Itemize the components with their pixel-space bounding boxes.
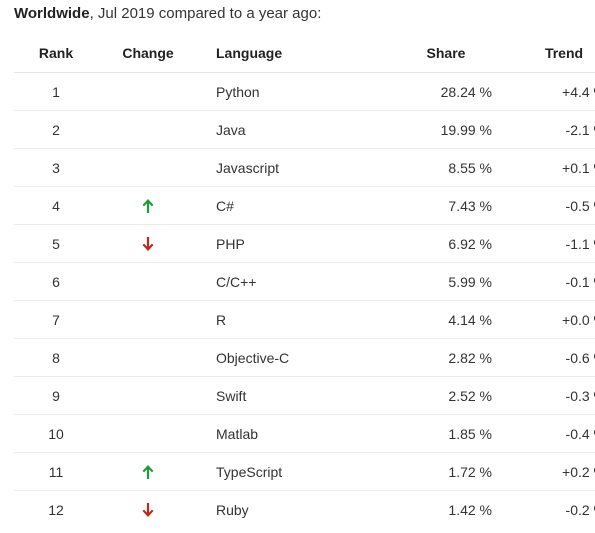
share-cell: 2.52 % xyxy=(356,376,506,415)
language-cell: Objective-C xyxy=(198,338,356,377)
change-cell xyxy=(98,300,198,339)
trend-cell: -2.1 % xyxy=(506,110,595,149)
rank-cell: 7 xyxy=(14,300,98,339)
share-cell: 2.82 % xyxy=(356,338,506,377)
rank-cell: 1 xyxy=(52,83,60,100)
change-cell xyxy=(98,414,198,453)
table-row: 1 Python 28.24 % +4.4 % xyxy=(14,73,595,111)
header-row: Rank Change Language Share Trend xyxy=(14,34,595,73)
arrow-up-icon xyxy=(141,198,155,214)
table-row: 8 Objective-C2.82 %-0.6 % xyxy=(14,338,595,377)
arrow-up-icon xyxy=(141,464,155,480)
rank-cell: 10 xyxy=(14,414,98,453)
rank-cell: 9 xyxy=(14,376,98,415)
language-cell: Java xyxy=(198,110,356,149)
language-cell: Ruby xyxy=(198,490,356,528)
trend-column-header: Trend xyxy=(506,34,595,73)
change-cell xyxy=(98,452,198,491)
table-header: Rank Change Language Share Trend xyxy=(14,34,595,73)
share-cell: 7.43 % xyxy=(356,186,506,225)
language-cell: Swift xyxy=(198,376,356,415)
trend-cell: -1.1 % xyxy=(506,224,595,263)
table-row: 6 C/C++5.99 %-0.1 % xyxy=(14,262,595,301)
trend-cell: +4.4 % xyxy=(562,83,595,100)
change-column-header: Change xyxy=(98,34,198,73)
language-cell: C# xyxy=(198,186,356,225)
language-cell: Python xyxy=(216,83,260,100)
share-column-header: Share xyxy=(356,34,506,73)
trend-cell: -0.2 % xyxy=(506,490,595,528)
change-cell xyxy=(98,186,198,225)
language-cell: TypeScript xyxy=(198,452,356,491)
share-cell: 1.72 % xyxy=(356,452,506,491)
rank-cell: 3 xyxy=(14,148,98,187)
trend-cell: -0.4 % xyxy=(506,414,595,453)
rank-cell: 8 xyxy=(14,338,98,377)
rank-cell: 12 xyxy=(14,490,98,528)
arrow-down-icon xyxy=(141,236,155,252)
headline: Worldwide, Jul 2019 compared to a year a… xyxy=(14,5,321,22)
language-cell: Matlab xyxy=(198,414,356,453)
arrow-down-icon xyxy=(141,502,155,518)
share-cell: 1.42 % xyxy=(356,490,506,528)
share-cell: 28.24 % xyxy=(440,83,492,100)
trend-cell: -0.5 % xyxy=(506,186,595,225)
language-cell: C/C++ xyxy=(198,262,356,301)
rank-cell: 4 xyxy=(14,186,98,225)
trend-cell: -0.3 % xyxy=(506,376,595,415)
headline-period: , Jul 2019 compared to a year ago: xyxy=(89,5,322,22)
change-cell xyxy=(98,148,198,187)
trend-cell: -0.1 % xyxy=(506,262,595,301)
headline-region: Worldwide xyxy=(14,5,90,22)
table-row: 7 R4.14 %+0.0 % xyxy=(14,300,595,339)
change-cell xyxy=(98,338,198,377)
change-cell xyxy=(98,262,198,301)
trend-cell: +0.1 % xyxy=(506,148,595,187)
language-cell: PHP xyxy=(198,224,356,263)
language-column-header: Language xyxy=(198,34,356,73)
rank-cell: 6 xyxy=(14,262,98,301)
change-cell xyxy=(98,224,198,263)
rank-cell: 5 xyxy=(14,224,98,263)
share-cell: 19.99 % xyxy=(356,110,506,149)
change-cell xyxy=(98,490,198,528)
rank-column-header: Rank xyxy=(14,34,98,73)
trend-cell: +0.2 % xyxy=(506,452,595,491)
language-cell: Javascript xyxy=(198,148,356,187)
table-row: 4 C#7.43 %-0.5 % xyxy=(14,186,595,225)
change-cell xyxy=(98,110,198,149)
rank-cell: 11 xyxy=(14,452,98,491)
change-cell xyxy=(98,376,198,415)
share-cell: 4.14 % xyxy=(356,300,506,339)
rank-cell: 2 xyxy=(14,110,98,149)
share-cell: 5.99 % xyxy=(356,262,506,301)
trend-cell: -0.6 % xyxy=(506,338,595,377)
language-cell: R xyxy=(198,300,356,339)
share-cell: 6.92 % xyxy=(356,224,506,263)
trend-cell: +0.0 % xyxy=(506,300,595,339)
ranking-table: Rank Change Language Share Trend 1 Python… xyxy=(14,34,595,528)
share-cell: 1.85 % xyxy=(356,414,506,453)
change-cell xyxy=(98,73,198,111)
share-cell: 8.55 % xyxy=(356,148,506,187)
